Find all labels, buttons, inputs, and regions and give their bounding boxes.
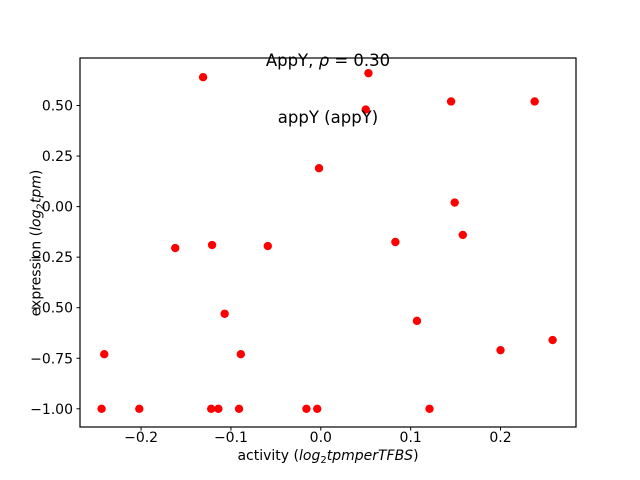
x-tick-label: −0.2	[124, 430, 158, 446]
data-point	[496, 345, 505, 355]
data-point	[412, 316, 422, 326]
x-tick-label: 0.2	[489, 430, 511, 446]
data-point	[214, 404, 223, 414]
y-tick-label: −0.50	[30, 301, 73, 317]
y-tick-label: 0.25	[42, 149, 73, 165]
y-axis-label-sub: 2	[35, 202, 46, 210]
chart-title: AppY, ρ = 0.30 appY (appY)	[80, 13, 576, 165]
data-point	[450, 198, 459, 207]
y-axis-label-word: tpm	[28, 174, 44, 203]
data-point	[206, 404, 216, 414]
y-axis-label-suffix: )	[28, 169, 44, 175]
data-point	[171, 243, 180, 253]
data-point	[135, 404, 144, 414]
data-point	[207, 240, 217, 250]
data-point	[234, 404, 244, 414]
data-point	[530, 97, 539, 106]
x-axis-label-log: log	[298, 448, 321, 464]
data-point	[313, 404, 322, 414]
data-point	[425, 404, 434, 414]
x-axis-label-word: tpmperTFBS	[326, 448, 414, 464]
chart-title-line2: appY (appY)	[277, 108, 379, 127]
data-point	[220, 309, 229, 318]
data-point	[391, 237, 400, 247]
data-point	[263, 241, 272, 251]
x-axis-label-suffix: )	[413, 448, 419, 464]
x-tick-label: 0.1	[400, 430, 422, 446]
chart-title-line1: AppY, ρ = 0.30	[80, 51, 576, 70]
data-point	[302, 404, 311, 414]
rho-symbol: ρ	[318, 51, 330, 70]
y-axis-label-log: log	[28, 209, 44, 231]
plot-frame	[79, 57, 577, 428]
y-tick-label: 0.50	[42, 99, 73, 115]
x-tick-label: −0.1	[214, 430, 248, 446]
data-point	[361, 105, 370, 114]
data-point	[198, 73, 208, 82]
data-point	[548, 335, 557, 345]
y-axis-label: expression (log2tpm)	[28, 58, 46, 427]
y-tick-label: −0.75	[30, 351, 73, 367]
data-point	[458, 230, 467, 240]
y-tick-label: 0.00	[42, 200, 73, 216]
title-text-prefix: AppY,	[265, 51, 319, 70]
y-axis-label-prefix: expression (	[28, 230, 44, 316]
y-tick-label: −0.25	[30, 250, 73, 266]
data-point	[314, 163, 324, 173]
data-point	[100, 350, 109, 359]
y-tick-label: −1.00	[30, 402, 73, 418]
data-point	[364, 68, 373, 78]
x-axis-label: activity (log2tpmperTFBS)	[80, 448, 576, 466]
x-tick-label: 0.0	[310, 430, 332, 446]
data-point	[97, 404, 106, 414]
x-axis-label-sub: 2	[320, 455, 327, 466]
data-point	[236, 350, 246, 359]
data-point	[446, 97, 456, 106]
x-axis-label-prefix: activity (	[237, 448, 299, 464]
title-text-suffix: = 0.30	[329, 51, 391, 70]
